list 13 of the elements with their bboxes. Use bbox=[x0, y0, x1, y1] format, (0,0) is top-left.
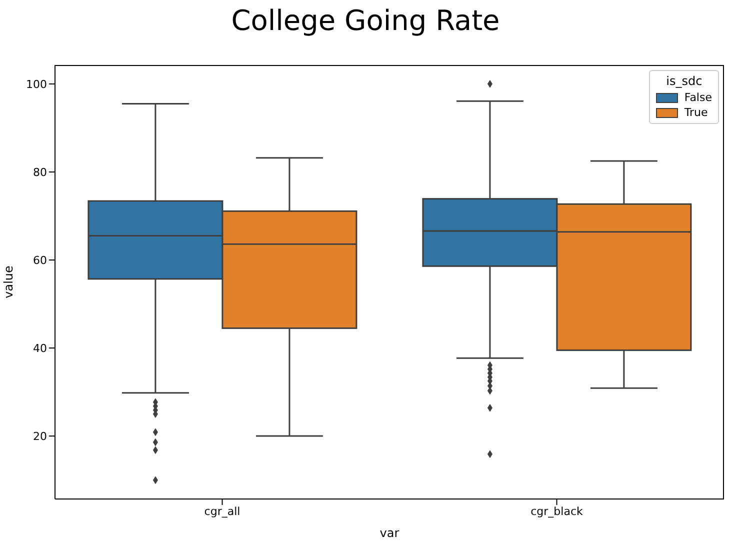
legend-label: False bbox=[684, 90, 712, 105]
x-tick-label: cgr_all bbox=[204, 504, 240, 518]
x-axis-title: var bbox=[380, 526, 400, 540]
y-tick-label: 40 bbox=[33, 342, 47, 355]
x-tick-label: cgr_black bbox=[530, 504, 584, 518]
y-tick-label: 100 bbox=[26, 78, 47, 91]
y-axis-title: value bbox=[1, 266, 16, 298]
chart-title: College Going Rate bbox=[230, 4, 501, 37]
legend-label: True bbox=[684, 105, 708, 120]
legend-title: is_sdc bbox=[665, 74, 704, 88]
y-tick-label: 20 bbox=[33, 430, 47, 443]
y-tick-label: 60 bbox=[33, 254, 47, 267]
y-tick-label: 80 bbox=[33, 166, 47, 179]
